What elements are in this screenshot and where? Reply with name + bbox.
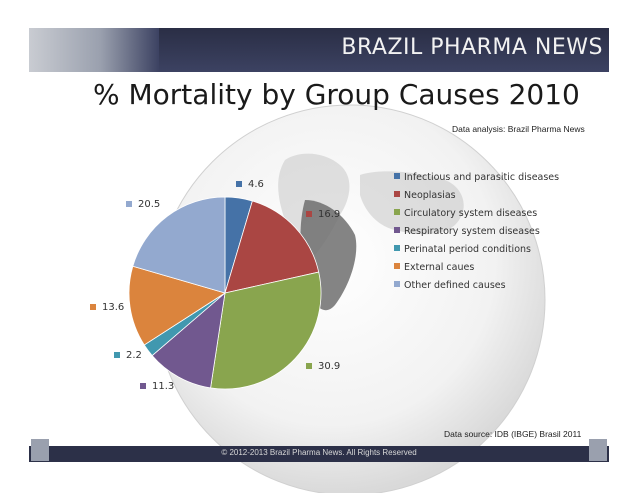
data-label: 2.2 (126, 350, 142, 361)
pie-slice (132, 196, 226, 294)
data-label-marker (126, 201, 132, 207)
legend-swatch (394, 191, 400, 197)
legend-swatch (394, 263, 400, 269)
legend-swatch (394, 227, 400, 233)
data-label: 13.6 (102, 302, 124, 313)
data-label-marker (90, 304, 96, 310)
legend-label: Respiratory system diseases (404, 226, 540, 237)
banner-title: BRAZIL PHARMA NEWS (341, 35, 603, 60)
data-label-marker (306, 211, 312, 217)
legend-label: Neoplasias (404, 190, 456, 201)
pie-slice (128, 265, 226, 346)
analysis-note: Data analysis: Brazil Pharma News (452, 124, 585, 134)
pie-slice (224, 200, 320, 294)
data-label: 16.9 (318, 209, 340, 220)
source-note: Data source: IDB (IBGE) Brasil 2011 (444, 429, 582, 439)
data-label: 30.9 (318, 361, 340, 372)
header-banner: BRAZIL PHARMA NEWS (29, 28, 609, 72)
pie-slice (210, 271, 322, 390)
legend-label: Infectious and parasitic diseases (404, 172, 559, 183)
legend-swatch (394, 245, 400, 251)
footer-bar: © 2012-2013 Brazil Pharma News. All Righ… (29, 439, 609, 462)
legend-label: Other defined causes (404, 280, 506, 291)
pharmacist-icon (31, 439, 49, 461)
legend-swatch (394, 209, 400, 215)
data-label-marker (306, 363, 312, 369)
data-label: 20.5 (138, 199, 160, 210)
pharmacist-icon (589, 439, 607, 461)
legend-swatch (394, 281, 400, 287)
data-label-marker (140, 383, 146, 389)
data-label-marker (236, 181, 242, 187)
pills-image (29, 28, 159, 72)
pie-slice (151, 291, 226, 389)
legend-label: Circulatory system diseases (404, 208, 537, 219)
legend-label: External caues (404, 262, 474, 273)
continent-shape (360, 171, 464, 235)
footer-copyright: © 2012-2013 Brazil Pharma News. All Righ… (221, 448, 417, 457)
legend-label: Perinatal period conditions (404, 244, 531, 255)
legend-swatch (394, 173, 400, 179)
data-label: 11.3 (152, 381, 174, 392)
data-label: 4.6 (248, 179, 264, 190)
slide-title: % Mortality by Group Causes 2010 (93, 78, 580, 111)
data-label-marker (114, 352, 120, 358)
